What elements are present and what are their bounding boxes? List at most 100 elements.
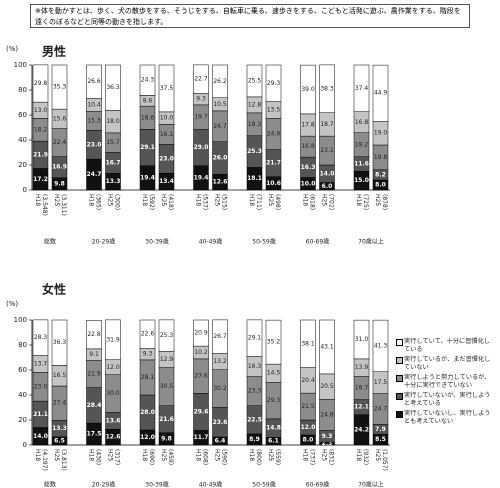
- segment-label: 10.6: [266, 180, 281, 187]
- segment-label: 29.6: [194, 408, 209, 415]
- y-tick-label: 60: [18, 366, 27, 374]
- segment-label: 24.7: [87, 171, 102, 178]
- segment-label: 23.1: [320, 147, 334, 154]
- segment-label: 12.0: [301, 424, 316, 431]
- sample-size: (430): [95, 449, 102, 465]
- segment-label: 17.2: [33, 176, 48, 183]
- bar-segment: [300, 319, 316, 368]
- segment-label: 19.4: [194, 174, 209, 181]
- segment-label: 12.0: [106, 364, 120, 371]
- bar-segment: [105, 319, 121, 360]
- segment-label: 8.0: [375, 182, 386, 189]
- segment-label: 15.0: [354, 177, 369, 184]
- group-label: 50-59歳: [252, 481, 275, 488]
- y-tick-label: 80: [18, 341, 27, 349]
- segment-label: 21.6: [159, 416, 174, 423]
- segment-label: 18.2: [34, 126, 48, 133]
- y-tick-label: 100: [14, 61, 27, 69]
- segment-label: 6.5: [54, 437, 65, 444]
- y-tick-label: 20: [18, 416, 27, 424]
- group-label: 20-29歳: [92, 481, 115, 488]
- segment-label: 28.4: [87, 402, 102, 409]
- sample-size: (3,311): [60, 194, 67, 216]
- y-axis-label: (%): [6, 300, 18, 308]
- segment-label: 21.1: [33, 411, 48, 418]
- segment-label: 17.5: [87, 431, 102, 438]
- segment-label: 13.5: [267, 107, 281, 114]
- segment-label: 20.9: [194, 330, 208, 337]
- segment-label: 14.0: [320, 170, 335, 177]
- sample-size: (459): [167, 449, 174, 465]
- group-label: 50-59歳: [252, 238, 275, 246]
- segment-label: 44.9: [374, 90, 388, 97]
- segment-label: 26.2: [213, 78, 227, 85]
- segment-label: 13.7: [34, 360, 48, 367]
- panel-title: 女性: [42, 282, 66, 297]
- segment-label: 22.4: [53, 139, 67, 146]
- segment-label: 18.1: [247, 175, 262, 182]
- y-tick-label: 80: [18, 86, 27, 94]
- segment-label: 16.8: [301, 143, 315, 150]
- segment-label: 31.0: [355, 336, 369, 343]
- segment-label: 15.6: [53, 115, 67, 122]
- segment-label: 6.1: [268, 438, 279, 445]
- bar-label: H25: [214, 194, 221, 206]
- segment-label: 10.0: [301, 180, 316, 187]
- segment-label: 13.3: [52, 425, 67, 432]
- segment-label: 16.9: [52, 164, 67, 171]
- bar-label: H18: [141, 449, 148, 461]
- sample-size: (800): [255, 449, 262, 465]
- segment-label: 22.8: [87, 331, 101, 338]
- segment-label: 28.0: [140, 409, 155, 416]
- bar-segment: [212, 319, 228, 354]
- segment-label: 16.3: [248, 363, 262, 370]
- y-tick-label: 20: [18, 161, 27, 169]
- segment-label: 30.2: [213, 385, 227, 392]
- sample-size: (592): [148, 194, 155, 210]
- segment-label: 29.1: [248, 335, 262, 342]
- segment-label: 23.3: [248, 388, 262, 395]
- bar-segment: [246, 64, 263, 98]
- segment-label: 6.4: [215, 438, 226, 445]
- bar-label: H25: [107, 194, 114, 206]
- segment-label: 10.5: [213, 101, 227, 108]
- segment-label: 13.4: [159, 178, 174, 185]
- segment-label: 8.5: [375, 436, 386, 443]
- bar-label: H18: [195, 194, 202, 206]
- segment-label: 21.7: [266, 160, 281, 167]
- bar-segment: [265, 64, 282, 102]
- sample-size: (590): [221, 449, 228, 465]
- bar-label: H25: [321, 449, 328, 461]
- bar-label: H25: [160, 449, 167, 461]
- sample-size: (608): [202, 449, 209, 465]
- bar-label: H25: [53, 449, 60, 461]
- group-label: 40-49歳: [199, 238, 222, 246]
- sample-size: (737): [309, 449, 316, 465]
- segment-label: 9.3: [143, 351, 153, 358]
- segment-label: 24.3: [141, 77, 155, 84]
- segment-label: 22.5: [247, 416, 262, 423]
- bar-label: H18: [302, 194, 309, 206]
- bar-label: H25: [214, 449, 221, 461]
- legend-swatch: [396, 357, 403, 364]
- segment-label: 18.3: [248, 121, 262, 128]
- bar-segment: [32, 64, 49, 103]
- segment-label: 24.8: [320, 412, 334, 419]
- sample-size: (300): [114, 194, 121, 210]
- segment-label: 19.0: [374, 130, 388, 137]
- group-label: 70歳以上: [358, 481, 384, 488]
- segment-label: 35.3: [53, 84, 67, 91]
- segment-label: 8.6: [143, 97, 153, 104]
- segment-label: 29.8: [34, 80, 48, 87]
- segment-label: 18.7: [355, 384, 369, 391]
- segment-label: 25.3: [160, 332, 174, 339]
- sample-size: (4,197): [41, 449, 48, 471]
- segment-label: 12.8: [248, 101, 262, 108]
- segment-label: 37.4: [355, 85, 369, 92]
- segment-label: 13.0: [34, 107, 48, 114]
- segment-label: 21.5: [301, 403, 315, 410]
- segment-label: 25.5: [248, 77, 262, 84]
- segment-label: 26.0: [213, 155, 228, 162]
- bar-label: H25: [374, 449, 381, 461]
